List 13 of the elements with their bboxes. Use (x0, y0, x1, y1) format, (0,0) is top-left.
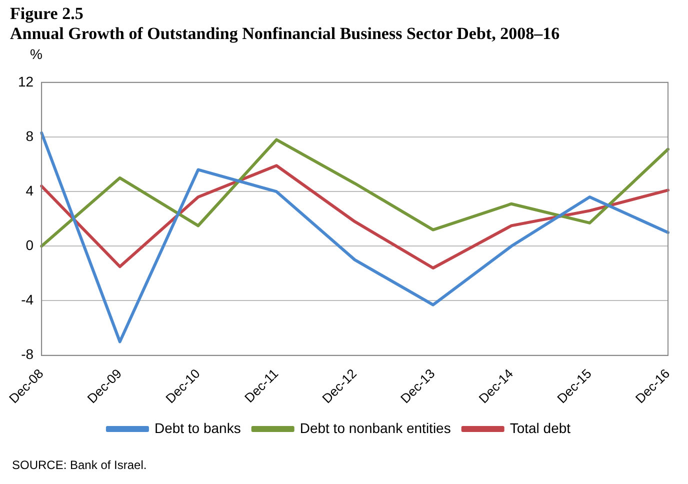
y-tick-label: -8 (21, 346, 34, 362)
y-tick-label: 12 (18, 73, 34, 90)
legend-label: Debt to nonbank entities (300, 420, 451, 436)
legend-label: Total debt (510, 420, 571, 436)
y-tick-label: 0 (26, 237, 34, 254)
y-tick-label: 4 (26, 182, 34, 198)
chart-title: Figure 2.5 (10, 4, 84, 24)
chart-subtitle: Annual Growth of Outstanding Nonfinancial Business Sector Debt, 2008–16 (10, 24, 560, 44)
source-note: SOURCE: Bank of Israel. (12, 458, 147, 472)
y-axis-title: % (30, 46, 42, 62)
y-tick-label: -4 (21, 292, 34, 308)
y-tick-label: 8 (26, 128, 34, 144)
legend-label: Debt to banks (154, 420, 241, 436)
